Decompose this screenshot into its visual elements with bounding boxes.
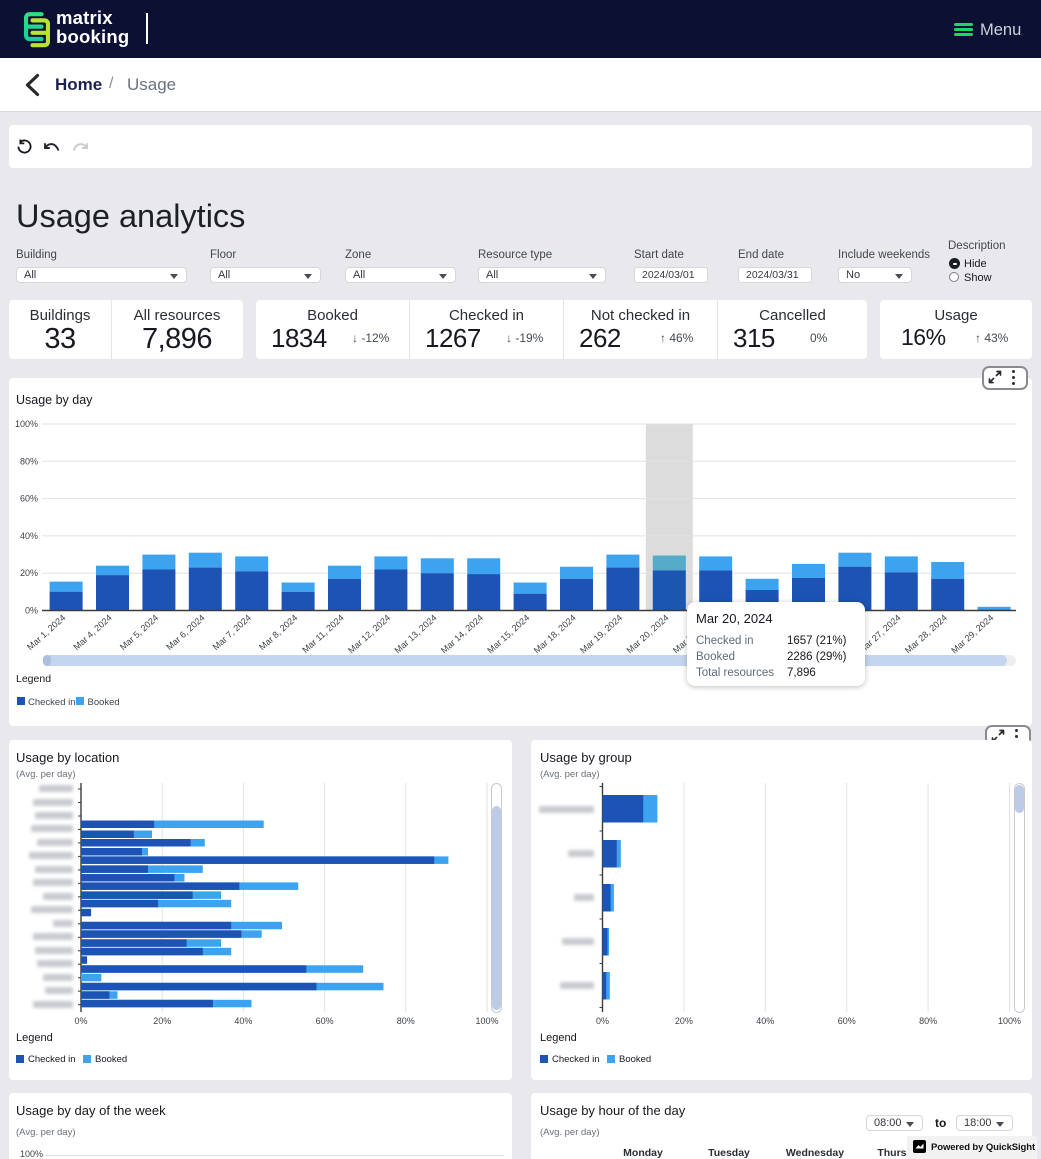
svg-text:80%: 80% [20,456,38,466]
svg-text:100%: 100% [15,419,38,429]
svg-text:Mar 19, 2024: Mar 19, 2024 [578,613,624,656]
svg-text:Mar 6, 2024: Mar 6, 2024 [164,613,206,653]
svg-text:Mar 11, 2024: Mar 11, 2024 [300,613,346,655]
svg-text:Mar 28, 2024: Mar 28, 2024 [903,613,949,656]
svg-text:Mar 20, 2024: Mar 20, 2024 [625,613,671,656]
svg-text:20%: 20% [153,1016,171,1026]
svg-text:0%: 0% [74,1016,87,1026]
svg-text:Mar 15, 2024: Mar 15, 2024 [485,613,531,656]
svg-text:80%: 80% [919,1016,937,1026]
svg-text:Mar 8, 2024: Mar 8, 2024 [257,613,299,653]
svg-text:0%: 0% [596,1016,609,1026]
svg-text:Mar 18, 2024: Mar 18, 2024 [532,613,578,656]
svg-text:100%: 100% [998,1016,1021,1026]
svg-text:Mar 1, 2024: Mar 1, 2024 [25,613,67,653]
svg-text:40%: 40% [756,1016,774,1026]
svg-text:40%: 40% [234,1016,252,1026]
svg-text:0%: 0% [25,606,38,616]
svg-text:100%: 100% [475,1016,498,1026]
svg-text:60%: 60% [316,1016,334,1026]
svg-text:80%: 80% [397,1016,415,1026]
svg-text:Mar 4, 2024: Mar 4, 2024 [71,613,113,653]
svg-text:60%: 60% [838,1016,856,1026]
svg-text:20%: 20% [675,1016,693,1026]
svg-text:Mar 12, 2024: Mar 12, 2024 [346,613,392,656]
svg-text:Mar 29, 2024: Mar 29, 2024 [949,613,995,656]
svg-text:Mar 7, 2024: Mar 7, 2024 [211,613,253,653]
svg-text:40%: 40% [20,531,38,541]
svg-text:20%: 20% [20,568,38,578]
svg-text:Mar 14, 2024: Mar 14, 2024 [439,613,485,656]
svg-text:Mar 13, 2024: Mar 13, 2024 [393,613,439,656]
svg-text:Mar 5, 2024: Mar 5, 2024 [118,613,160,653]
svg-text:60%: 60% [20,494,38,504]
